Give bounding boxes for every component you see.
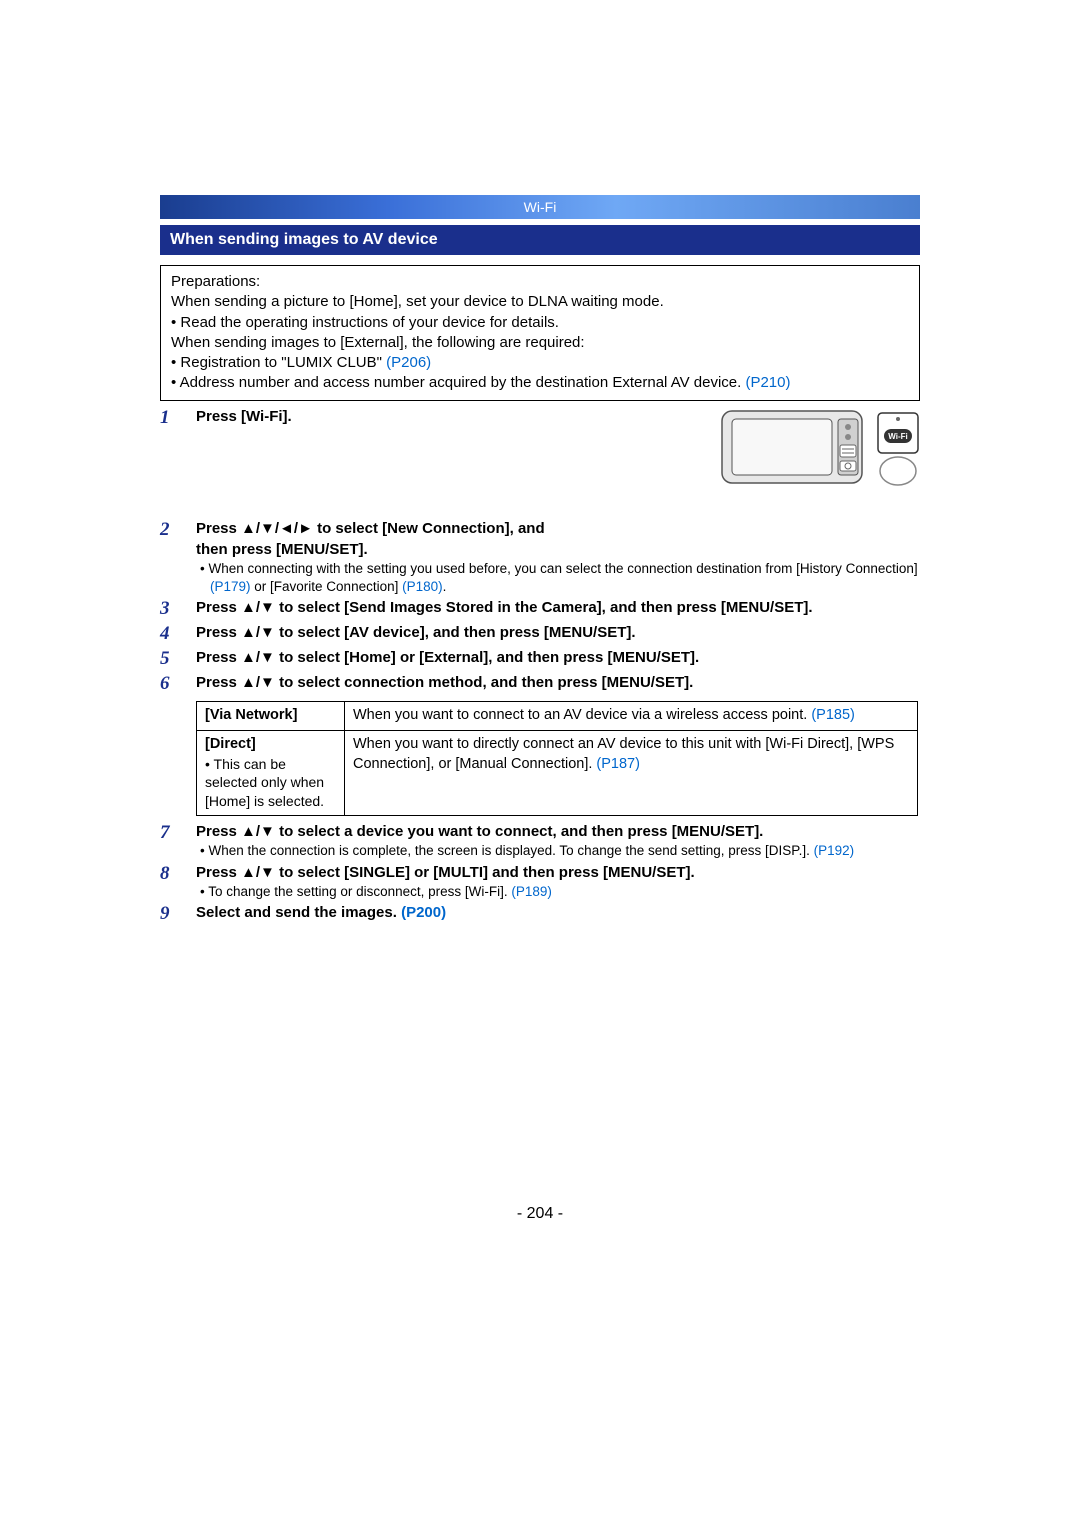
svg-text:Wi-Fi: Wi-Fi	[888, 432, 907, 441]
step-text: Press ▲/▼ to select [SINGLE] or [MULTI] …	[196, 863, 920, 883]
page-link[interactable]: (P179)	[210, 579, 251, 594]
header-label: Wi-Fi	[524, 199, 557, 215]
step-bullet: • To change the setting or disconnect, p…	[196, 883, 920, 901]
page-number: - 204 -	[160, 1205, 920, 1223]
step-row: 8 Press ▲/▼ to select [SINGLE] or [MULTI…	[160, 863, 920, 901]
table-row: [Direct] • This can be selected only whe…	[197, 730, 918, 815]
camera-illustration: Wi-Fi	[720, 403, 920, 491]
step-number: 9	[160, 903, 178, 926]
step-row: 6 Press ▲/▼ to select connection method,…	[160, 673, 920, 696]
page-link[interactable]: (P206)	[386, 354, 431, 371]
step-bullet: • When connecting with the setting you u…	[196, 560, 920, 596]
steps-list: 7 Press ▲/▼ to select a device you want …	[160, 822, 920, 926]
step-row: 5 Press ▲/▼ to select [Home] or [Externa…	[160, 648, 920, 671]
step-number: 3	[160, 598, 178, 621]
page-link[interactable]: (P192)	[814, 843, 855, 858]
method-description: When you want to connect to an AV device…	[345, 702, 918, 731]
step-row: 2 Press ▲/▼/◄/► to select [New Connectio…	[160, 519, 920, 596]
prep-line: When sending a picture to [Home], set yo…	[171, 292, 909, 312]
step-number: 5	[160, 648, 178, 671]
connection-method-table: [Via Network] When you want to connect t…	[196, 701, 918, 816]
step-row: 9 Select and send the images. (P200)	[160, 903, 920, 926]
step-text: Press ▲/▼ to select [AV device], and the…	[196, 624, 636, 641]
prep-line: • Registration to "LUMIX CLUB" (P206)	[171, 353, 909, 373]
step-number: 7	[160, 822, 178, 860]
step-row: 3 Press ▲/▼ to select [Send Images Store…	[160, 598, 920, 621]
step-text: Press ▲/▼ to select [Home] or [External]…	[196, 649, 699, 666]
page-link[interactable]: (P189)	[511, 884, 552, 899]
step-bullet: • When the connection is complete, the s…	[196, 842, 920, 860]
step-text: Select and send the images. (P200)	[196, 904, 446, 921]
step-text: Press ▲/▼ to select connection method, a…	[196, 674, 693, 691]
step-text: Press ▲/▼ to select a device you want to…	[196, 822, 920, 842]
method-label: [Via Network]	[205, 707, 297, 723]
page-link[interactable]: (P210)	[745, 374, 790, 391]
step-text: Press ▲/▼ to select [Send Images Stored …	[196, 599, 813, 616]
method-label: [Direct]	[205, 735, 336, 755]
step-row: 4 Press ▲/▼ to select [AV device], and t…	[160, 623, 920, 646]
step-text: Press [Wi-Fi].	[196, 408, 292, 425]
method-description: When you want to directly connect an AV …	[345, 730, 918, 815]
prep-title: Preparations:	[171, 272, 909, 292]
step-row: 7 Press ▲/▼ to select a device you want …	[160, 822, 920, 860]
step-number: 1	[160, 407, 178, 430]
page-link[interactable]: (P200)	[401, 904, 446, 921]
preparations-box: Preparations: When sending a picture to …	[160, 265, 920, 401]
page-link[interactable]: (P187)	[596, 756, 640, 772]
prep-line: • Address number and access number acqui…	[171, 373, 909, 393]
prep-line: When sending images to [External], the f…	[171, 333, 909, 353]
step-number: 8	[160, 863, 178, 901]
prep-line: • Read the operating instructions of you…	[171, 313, 909, 333]
step-number: 6	[160, 673, 178, 696]
method-note: • This can be selected only when [Home] …	[205, 755, 336, 812]
step-number: 2	[160, 519, 178, 596]
table-row: [Via Network] When you want to connect t…	[197, 702, 918, 731]
method-label-cell: [Direct] • This can be selected only whe…	[197, 730, 345, 815]
step-number: 4	[160, 623, 178, 646]
header-bar: Wi-Fi	[160, 195, 920, 219]
page-link[interactable]: (P185)	[811, 707, 855, 723]
step-text: Press ▲/▼/◄/► to select [New Connection]…	[196, 519, 576, 560]
section-title: When sending images to AV device	[160, 225, 920, 255]
page-link[interactable]: (P180)	[402, 579, 443, 594]
